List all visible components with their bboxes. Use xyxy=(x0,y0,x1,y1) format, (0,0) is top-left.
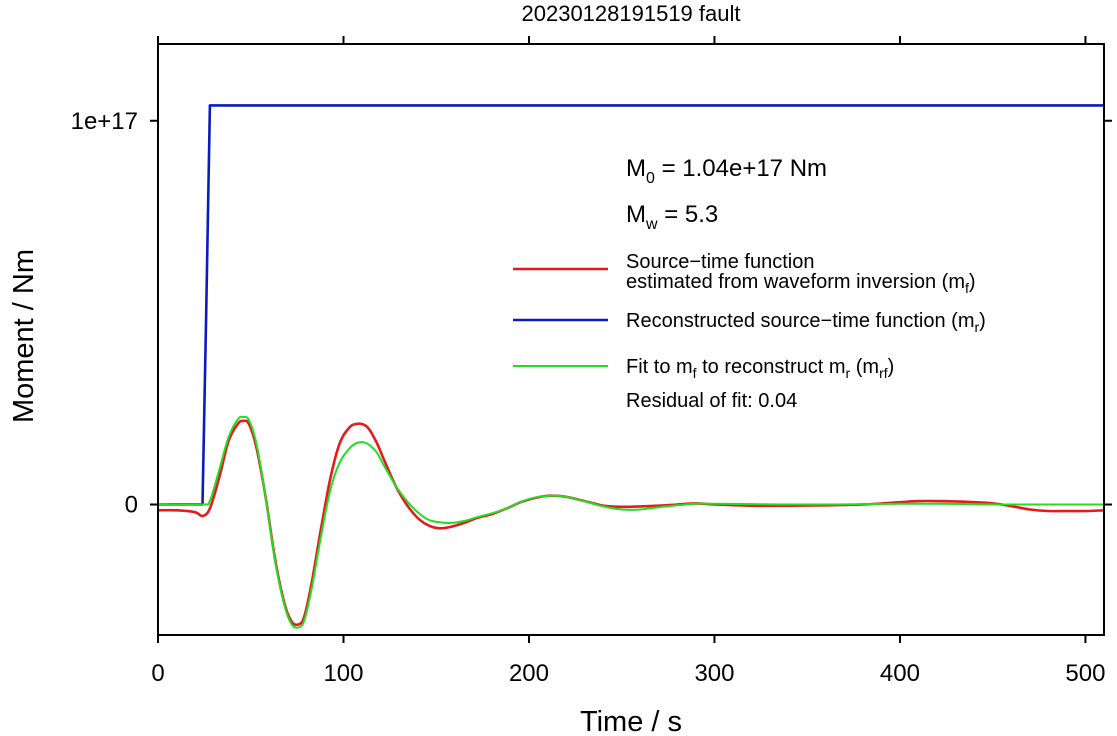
legend-label: estimated from waveform inversion (mf) xyxy=(626,271,976,296)
residual-annotation: Residual of fit: 0.04 xyxy=(626,390,797,412)
x-tick-label: 400 xyxy=(880,660,920,687)
legend-label: Fit to mf to reconstruct mr (mrf) xyxy=(626,356,894,381)
series-line-mrf xyxy=(158,415,1104,629)
plot-frame xyxy=(157,43,1105,636)
legend-label: Reconstructed source−time function (mr) xyxy=(626,310,986,335)
series-layer xyxy=(158,104,1104,629)
series-line-mf xyxy=(158,419,1104,627)
x-tick-label: 200 xyxy=(509,660,549,687)
chart-title: 20230128191519 fault xyxy=(522,1,741,26)
y-tick-label: 1e+17 xyxy=(71,108,138,135)
m0-annotation: M0 = 1.04e+17 Nm xyxy=(626,155,827,187)
x-tick-label: 100 xyxy=(323,660,363,687)
x-axis: 0 100 200 300 400 500 xyxy=(151,36,1105,687)
legend-label: Source−time function xyxy=(626,251,814,273)
y-tick-label: 0 xyxy=(125,492,138,519)
x-tick-label: 500 xyxy=(1065,660,1105,687)
mw-annotation: Mw = 5.3 xyxy=(626,201,718,233)
y-axis-label: Moment / Nm xyxy=(8,249,40,423)
y-axis: 0 1e+17 xyxy=(71,108,1112,519)
x-axis-label: Time / s xyxy=(580,706,682,736)
x-tick-label: 300 xyxy=(694,660,734,687)
annotations: M0 = 1.04e+17 Nm Mw = 5.3 xyxy=(626,155,827,233)
x-tick-label: 0 xyxy=(151,660,164,687)
